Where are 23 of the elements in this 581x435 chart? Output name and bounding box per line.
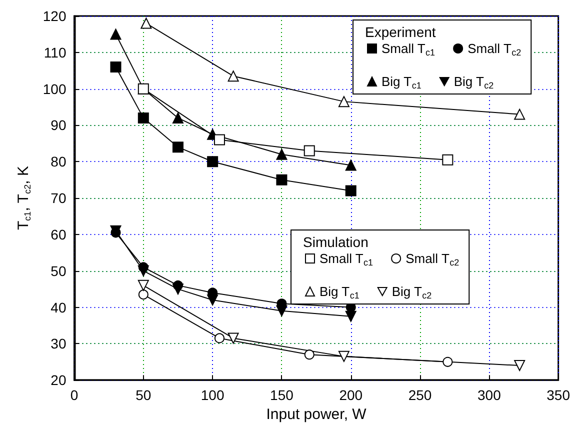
y-tick-label: 80	[50, 154, 66, 170]
x-axis-title: Input power, W	[266, 406, 368, 423]
annotation: Simulation	[303, 234, 368, 250]
y-axis-title: Tc1, Tc2, K	[15, 166, 32, 230]
y-tick-label: 60	[50, 226, 66, 242]
y-tick-label: 110	[44, 44, 66, 60]
y-tick-label: 30	[50, 336, 66, 352]
x-tick-label: 50	[136, 387, 152, 404]
x-tick-label: 100	[200, 387, 224, 404]
y-tick-label: 90	[50, 117, 66, 134]
x-tick-label: 200	[339, 387, 363, 404]
x-tick-label: 150	[270, 387, 294, 404]
annotation: Experiment	[365, 24, 436, 40]
x-tick-label: 0	[70, 387, 78, 404]
x-tick-label: 350	[546, 387, 570, 404]
x-tick-label: 250	[408, 387, 432, 404]
x-tick-label: 300	[477, 387, 502, 404]
y-tick-label: 40	[50, 299, 66, 316]
y-tick-label: 120	[42, 8, 66, 24]
y-tick-label: 100	[42, 80, 66, 97]
y-tick-label: 20	[50, 372, 66, 388]
y-tick-label: 50	[50, 262, 66, 279]
y-tick-label: 70	[50, 190, 66, 206]
